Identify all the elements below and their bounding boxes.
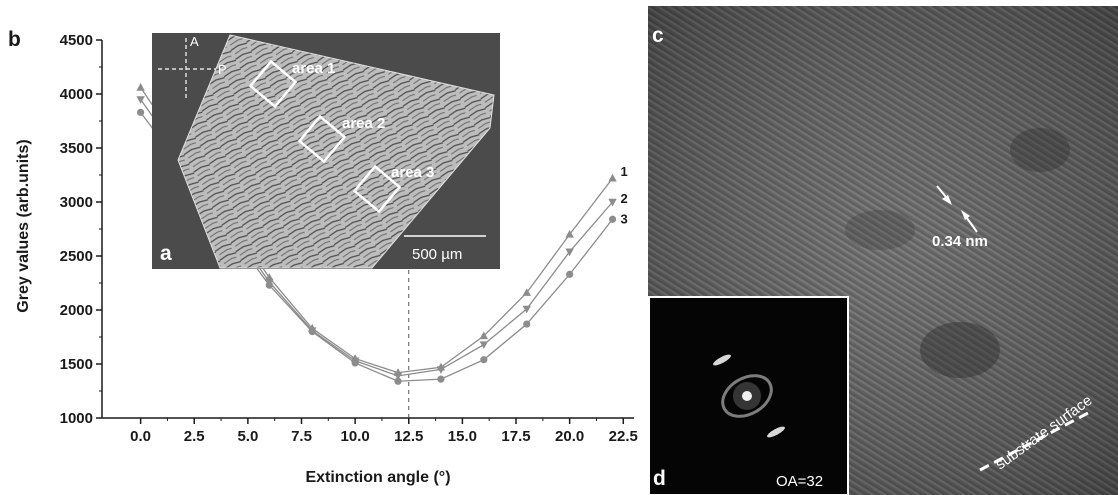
series-2-label: 2 — [621, 191, 628, 206]
series-2-point — [136, 96, 145, 104]
series-1-point — [608, 173, 617, 182]
series-2-point — [522, 305, 531, 314]
y-tick-label: 4500 — [60, 32, 93, 49]
oa-label: OA=32 — [776, 473, 823, 490]
y-tick-label: 3000 — [60, 194, 93, 211]
series-1-point — [136, 83, 145, 91]
series-1-point — [479, 331, 489, 340]
x-axis-ticks: 0.0 2.5 5.0 7.5 10.0 12.5 15.0 17.5 20.0 22.5 — [130, 418, 638, 445]
polarizer-a-label: A — [190, 34, 199, 49]
x-tick-label: 0.0 — [130, 428, 151, 445]
area-2-label: area 2 — [342, 115, 385, 132]
series-2-line — [140, 99, 614, 377]
series-3-point — [351, 359, 359, 367]
y-axis-ticks: 1000 1500 2000 2500 3000 3500 4000 4500 — [60, 32, 102, 427]
series-3-point — [566, 270, 574, 278]
y-tick-label: 2000 — [60, 302, 93, 319]
x-tick-label: 17.5 — [501, 428, 530, 445]
spacing-arrow-lower-head — [961, 210, 970, 220]
y-tick-label: 4000 — [60, 86, 93, 103]
series-3-point — [523, 320, 531, 328]
tem-dark-patch — [920, 322, 1000, 378]
series-2-point — [479, 341, 489, 350]
panel-d-fft-inset: d OA=32 — [648, 296, 849, 495]
panel-letter-c: c — [652, 24, 664, 47]
y-tick-label: 3500 — [60, 140, 93, 157]
series-1-point — [522, 288, 531, 296]
panel-letter-a: a — [160, 242, 172, 265]
y-axis-title: Grey values (arb.units) — [15, 139, 32, 312]
panel-b-chart: b 1000 1500 2000 2500 3000 3500 4000 4500 0.0 2.… — [8, 28, 638, 486]
x-tick-label: 15.0 — [448, 428, 477, 445]
series-1-line — [140, 87, 614, 374]
area-2-box — [297, 114, 347, 164]
series-3-point — [437, 375, 445, 383]
x-tick-label: 7.5 — [291, 428, 312, 445]
lattice-spacing-label: 0.34 nm — [932, 233, 988, 250]
series-3-point — [308, 328, 316, 336]
series-2-point — [393, 372, 403, 381]
fft-spot-lower — [767, 426, 785, 438]
series-1-label: 1 — [621, 164, 628, 179]
y-tick-label: 1000 — [60, 410, 93, 427]
substrate-surface-line — [979, 410, 1091, 472]
polarizer-p-label: P — [218, 62, 227, 77]
scale-bar-label: 500 µm — [412, 246, 462, 263]
x-tick-label: 20.0 — [555, 428, 584, 445]
x-tick-label: 12.5 — [394, 428, 423, 445]
area-1-label: area 1 — [292, 60, 335, 77]
area-3-label: area 3 — [391, 164, 434, 181]
series-2-point — [436, 366, 446, 374]
series-3-point — [265, 281, 273, 289]
series-2-point — [565, 248, 574, 257]
area-3-box — [352, 164, 402, 214]
series-3-point — [394, 377, 402, 385]
panel-a-micrograph: A P area 1 area 2 area 3 500 µm a — [152, 33, 500, 269]
y-tick-label: 1500 — [60, 356, 93, 373]
x-tick-label: 5.0 — [237, 428, 258, 445]
y-tick-label: 2500 — [60, 248, 93, 265]
series-2-point — [608, 198, 617, 207]
fft-spot-upper — [713, 354, 731, 366]
panel-letter-d: d — [653, 467, 666, 490]
spacing-arrow-upper-head — [942, 195, 952, 205]
series-3-point — [480, 356, 488, 364]
x-axis-title: Extinction angle (°) — [305, 469, 450, 486]
tem-dark-patch — [845, 210, 915, 250]
tem-dark-patch — [1010, 128, 1070, 172]
crystal-sample — [177, 34, 495, 269]
area-1-box — [248, 59, 298, 109]
series-3-line — [140, 111, 614, 382]
fft-center-spot — [742, 391, 752, 401]
series-layer: 1 2 3 — [136, 83, 628, 385]
series-3-label: 3 — [621, 211, 628, 226]
series-3-point — [137, 108, 145, 116]
panel-letter-b: b — [8, 28, 21, 51]
x-tick-label: 10.0 — [341, 428, 370, 445]
x-tick-label: 2.5 — [184, 428, 205, 445]
fft-ring-arc — [721, 374, 773, 418]
series-3-point — [608, 215, 617, 223]
x-tick-label: 22.5 — [609, 428, 638, 445]
series-1-point — [565, 229, 574, 238]
